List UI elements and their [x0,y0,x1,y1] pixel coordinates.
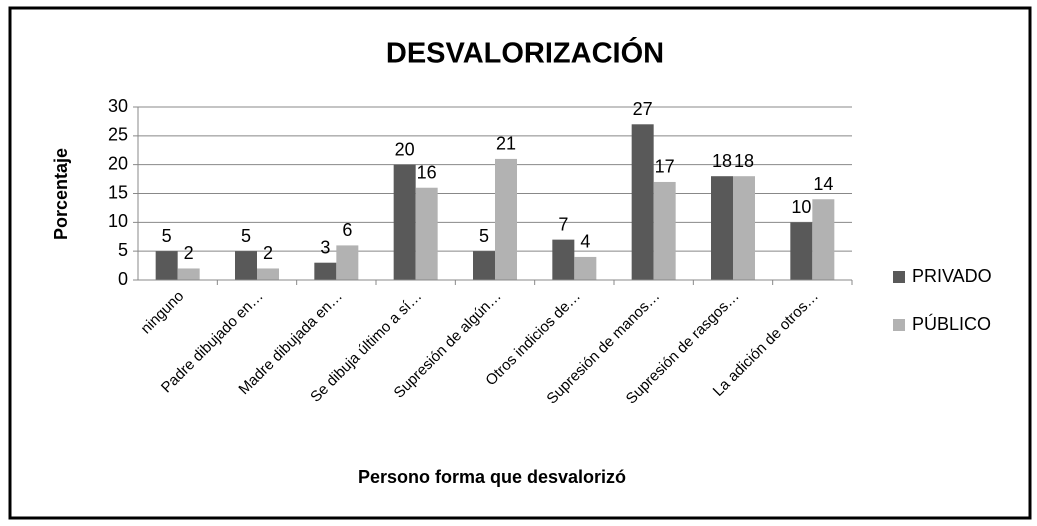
data-label: 18 [712,151,732,171]
bar [574,256,597,280]
bar [336,245,359,280]
y-tick-label: 30 [108,96,128,116]
data-label: 5 [241,226,251,246]
bar [314,262,337,280]
data-label: 5 [479,226,489,246]
data-label: 14 [813,174,833,194]
data-label: 17 [655,157,675,177]
legend-swatch [893,271,905,283]
bar [552,239,575,280]
y-tick-label: 10 [108,211,128,231]
bar [177,268,200,280]
data-label: 10 [791,197,811,217]
data-label: 27 [633,99,653,119]
data-label: 2 [263,243,273,263]
y-tick-label: 25 [108,125,128,145]
bar [155,251,178,280]
bar [473,251,495,280]
y-tick-label: 15 [108,182,128,202]
data-label: 5 [162,226,172,246]
y-axis-title: Porcentaje [51,148,71,240]
data-label: 16 [417,162,437,182]
bar [812,199,835,280]
data-label: 20 [395,139,415,159]
bar [257,268,279,280]
chart-border [8,6,1032,520]
bar [733,176,755,280]
bar [415,187,438,280]
legend-label: PRIVADO [912,266,992,286]
data-label: 7 [558,214,568,234]
data-label: 2 [184,243,194,263]
data-label: 18 [734,151,754,171]
data-label: 21 [496,134,516,154]
legend-label: PÚBLICO [912,313,991,334]
legend-swatch [893,319,905,331]
x-axis-title: Persono forma que desvalorizó [358,467,626,487]
bar [711,176,733,280]
bar [235,251,257,280]
y-tick-label: 20 [108,153,128,173]
y-tick-label: 0 [118,269,128,289]
bar [495,158,517,280]
bar [653,181,676,280]
data-label: 6 [342,220,352,240]
bar [393,164,416,280]
chart-title: DESVALORIZACIÓN [386,36,664,70]
data-label: 4 [580,232,590,252]
bar [790,222,813,280]
bar [631,124,654,280]
y-tick-label: 5 [118,240,128,260]
data-label: 3 [320,237,330,257]
